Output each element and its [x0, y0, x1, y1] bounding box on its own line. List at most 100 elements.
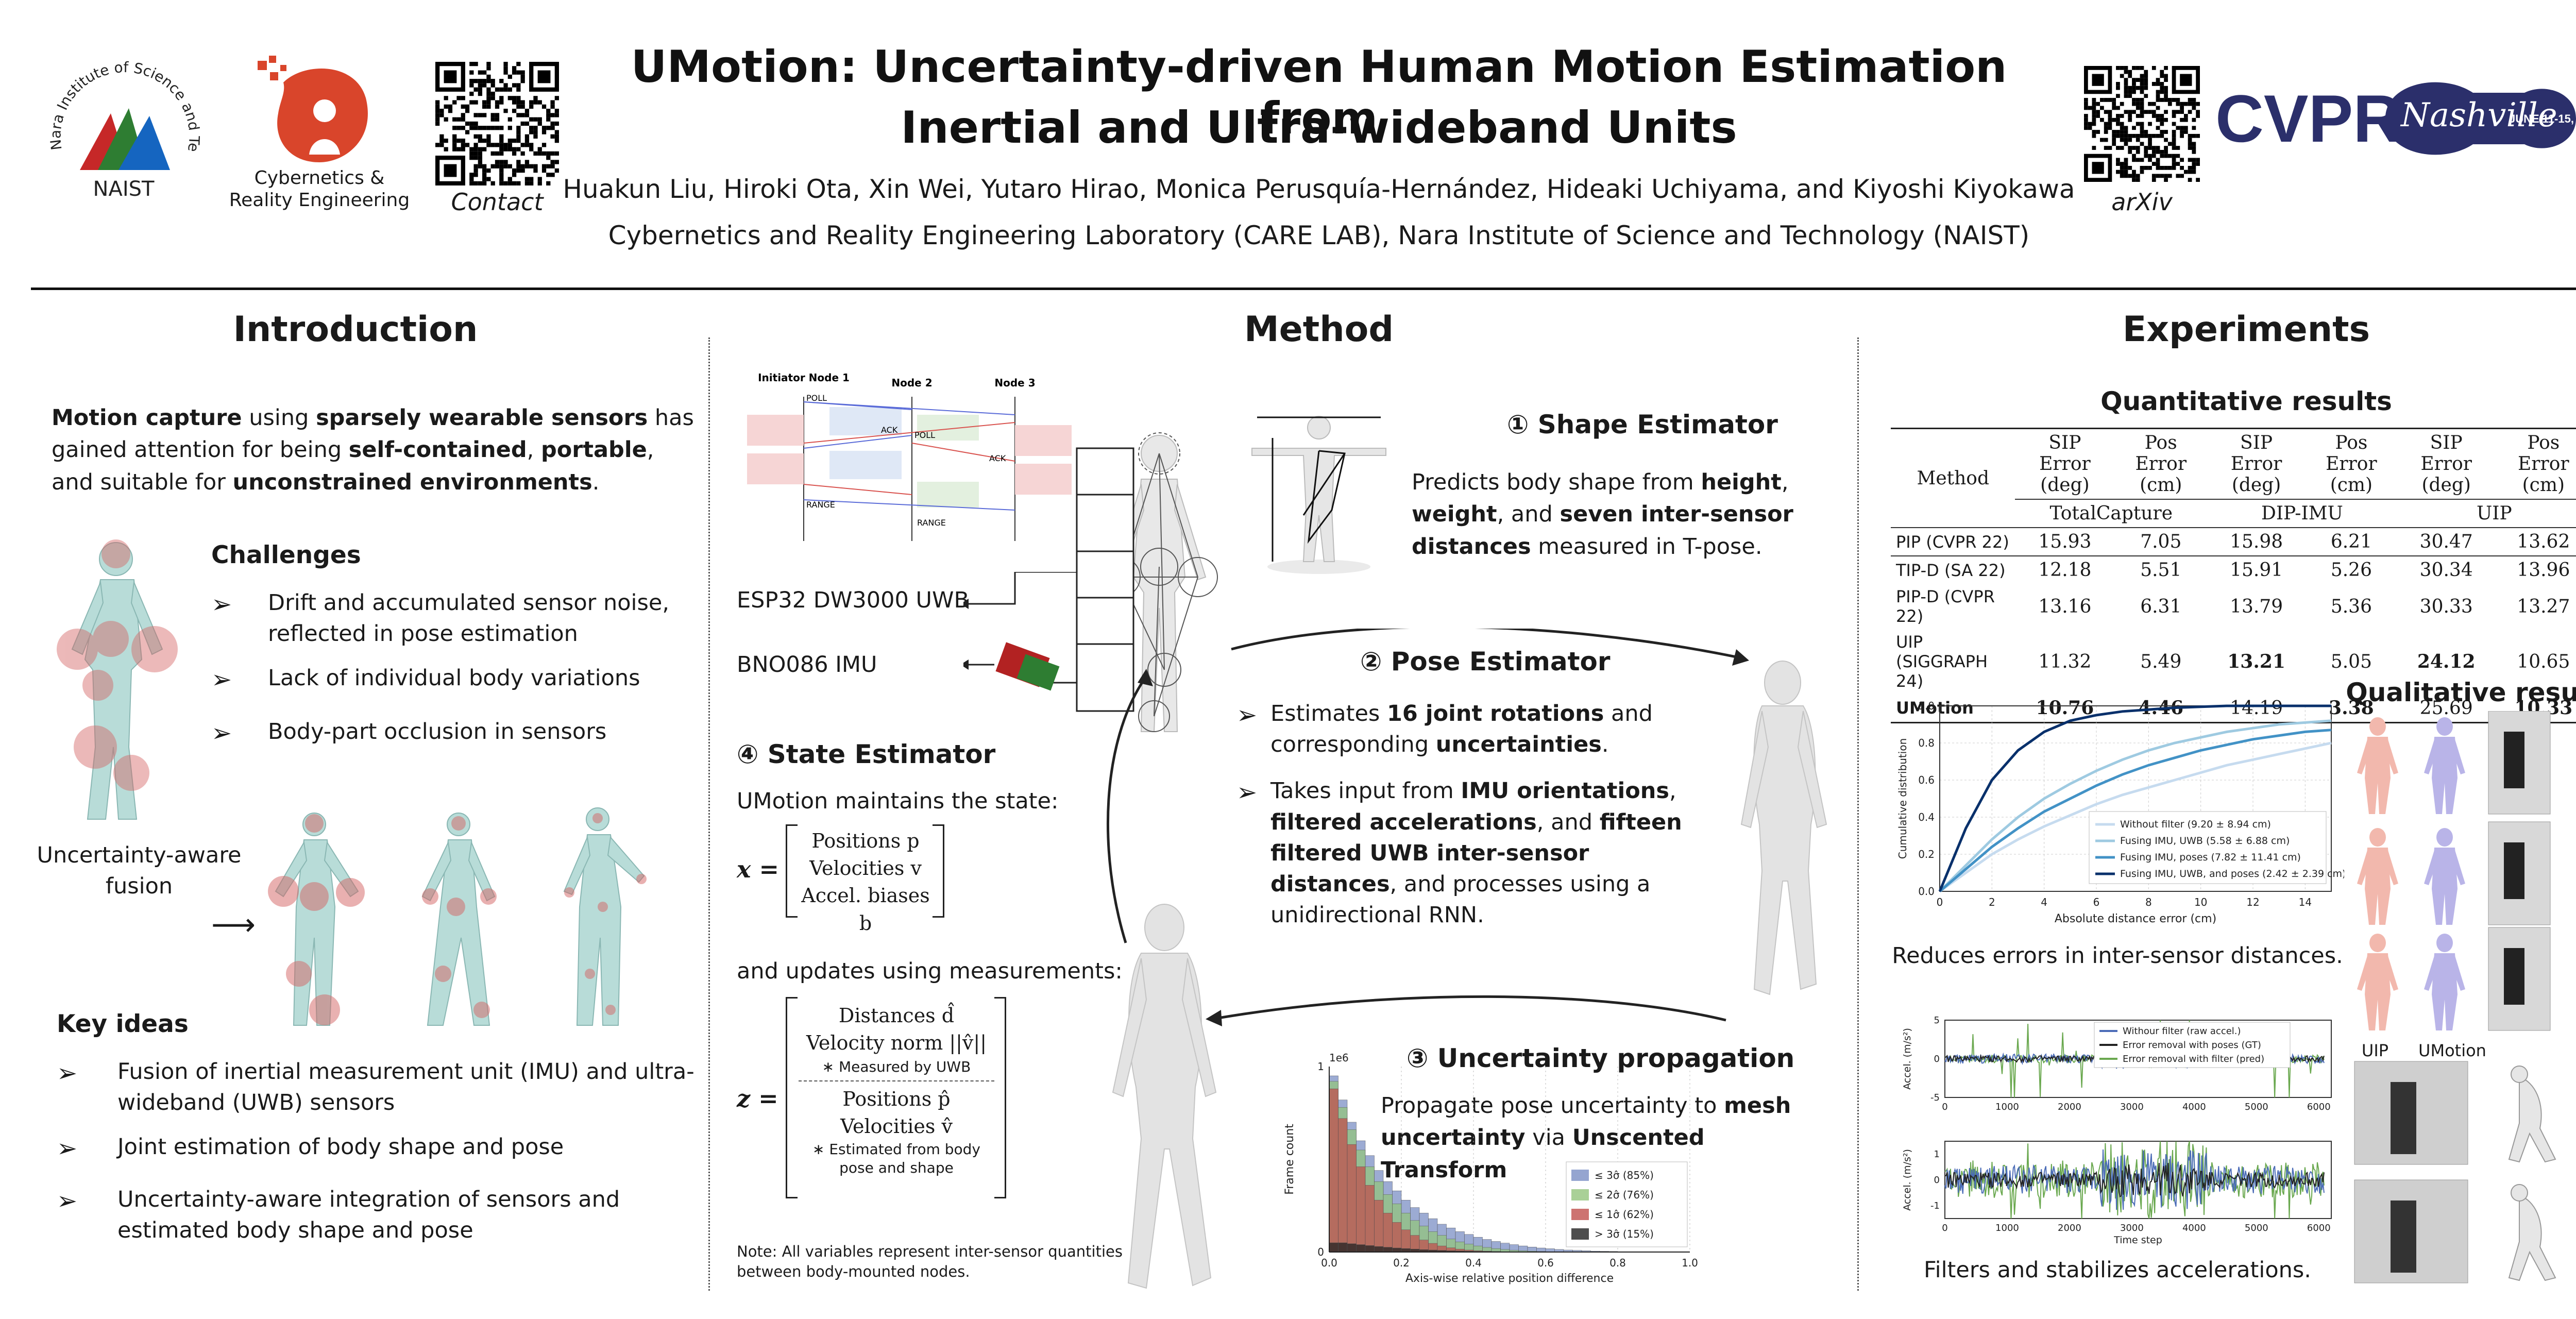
uip-result-figure — [2385, 956, 2398, 991]
z-row: Positions p̂ — [842, 1087, 951, 1110]
value-cell: 10.65 — [2517, 651, 2570, 672]
qr-code-icon — [435, 62, 559, 185]
state-vector-x: x = Positions p Velocities v Accel. bias… — [737, 824, 1025, 935]
uip-result-figure — [2357, 956, 2370, 991]
table-row: PIP-D (CVPR 22) 13.16 6.31 13.79 5.36 30.33 13… — [1891, 584, 2576, 629]
value-cell: 13.21 — [2227, 651, 2285, 672]
shape-text-run: height — [1701, 469, 1782, 495]
arrow-bullet-icon: ➢ — [57, 1059, 78, 1088]
accel-series-line — [1944, 1149, 2325, 1210]
x-tick-label: 0 — [1942, 1223, 1947, 1233]
uwb-col-label: Initiator Node 1 — [758, 371, 850, 384]
poster-title-line1: UMotion: Uncertainty-driven Human Motion… — [631, 41, 2007, 144]
pose-text-run: filtered accelerations — [1270, 809, 1537, 835]
x-tick-label: 1000 — [1995, 1223, 2019, 1233]
pose-text-run: Takes input from — [1270, 778, 1461, 804]
uncertain-body-graphic — [57, 539, 178, 820]
pose-text-run: 16 joint rotations — [1387, 701, 1604, 726]
plot-frame — [1944, 1141, 2332, 1219]
cdf-caption: Reduces errors in inter-sensor distances… — [1892, 943, 2343, 969]
x-variable: x = — [737, 855, 779, 883]
reference-person — [2504, 842, 2524, 899]
x-tick-label: 0.2 — [1393, 1257, 1410, 1269]
propagation-text-run: Propagate pose uncertainty to — [1381, 1093, 1724, 1119]
qr-code-icon — [2084, 66, 2200, 182]
column-header: SIP Error (deg) — [2207, 428, 2306, 499]
cvpr-text: CVPR — [2215, 81, 2401, 156]
imu-hardware-label: BNO086 IMU — [737, 652, 877, 678]
cdf-chart-wrap: 0 2 4 6 8 10 12 14 0.0 0.2 0.4 0.6 0.8 1.0 Absolute di… — [1891, 690, 2346, 933]
umotion-result-figure — [2432, 953, 2458, 1030]
pose-text-run: uncertainties — [1435, 732, 1602, 758]
arxiv-qr[interactable] — [2084, 66, 2200, 182]
histogram-bar — [1392, 1222, 1402, 1253]
y-tick-label: 0.2 — [1918, 848, 1935, 860]
author-list: Huakun Liu, Hiroki Ota, Xin Wei, Yutaro … — [563, 174, 2075, 204]
x-tick-label: 5000 — [2245, 1102, 2268, 1112]
x-tick-label: 4 — [2041, 896, 2047, 908]
value-cell: 13.27 — [2517, 596, 2570, 617]
umotion-result-figure — [2452, 956, 2465, 991]
accel-chart-bottom: 0 1000 2000 3000 4000 5000 6000 -1 0 1 Time step Ac… — [1902, 1141, 2332, 1246]
x-axis-label: Time step — [2113, 1235, 2162, 1246]
scene-person — [2391, 1082, 2416, 1154]
legend-label: Error removal with filter (pred) — [2123, 1054, 2264, 1064]
legend-label: Withour filter (raw accel.) — [2123, 1026, 2241, 1037]
histogram-bar — [1338, 1242, 1348, 1253]
state-estimator-title: ④ State Estimator — [737, 739, 996, 769]
care-logo: Cybernetics & Reality Engineering — [227, 52, 412, 211]
x-tick-label: 6 — [2093, 896, 2100, 908]
qualitative-title: Qualitative results — [2346, 678, 2576, 707]
value-cell: 24.12 — [2417, 651, 2476, 672]
z-row: Distances d̂ — [838, 1004, 955, 1027]
histogram-bar — [1329, 1242, 1338, 1253]
uwb-msg: RANGE — [806, 500, 835, 510]
skeleton-graphic — [1076, 432, 1218, 732]
x-row: Positions p — [811, 830, 920, 852]
x-tick-label: 0.6 — [1537, 1257, 1554, 1269]
shape-text-run: weight — [1412, 501, 1497, 528]
value-cell: 12.18 — [2015, 555, 2115, 584]
list-item: ➢ Joint estimation of body shape and pos… — [57, 1131, 696, 1166]
introduction-paragraph: Motion capture using sparsely wearable s… — [52, 402, 701, 498]
x-row: Accel. biases b — [801, 884, 930, 935]
x-tick-label: 0.0 — [1321, 1257, 1337, 1269]
uwb-timing-diagram: Initiator Node 1 Node 2 Node 3 POLL ACK … — [747, 366, 1087, 546]
pose-text-run: fifteen filtered UWB inter-sensor distan… — [1270, 809, 1682, 897]
naist-logo-graphic: Nara Institute of Science and Technology… — [37, 33, 203, 201]
pose-text-run: and corresponding — [1270, 701, 1653, 758]
cvpr-date: JUNE 11-15, 2025 — [2509, 112, 2576, 125]
umotion-result-figure — [2424, 739, 2437, 774]
arrow-bullet-icon: ➢ — [211, 665, 232, 695]
histogram-bar — [1365, 1245, 1375, 1253]
histogram-bar — [1347, 1144, 1357, 1253]
propagation-text-run: mesh uncertainty — [1381, 1093, 1791, 1151]
skeleton-node-figure — [1072, 422, 1267, 752]
fusion-body-figures — [247, 804, 690, 1041]
affiliation: Cybernetics and Reality Engineering Labo… — [608, 221, 2030, 250]
results-table-wrap: Method SIP Error (deg) Pos Error (cm) SI… — [1891, 428, 2576, 723]
qualitative-grid — [2349, 711, 2576, 1309]
contact-qr[interactable] — [435, 62, 559, 185]
accel-series-line — [1944, 1162, 2325, 1198]
mesh-body-graphic — [1112, 904, 1217, 1289]
value-cell: 30.47 — [2397, 527, 2496, 556]
measurement-vector-z: z = Distances d̂ Velocity norm ||v̂|| ∗ … — [737, 997, 1056, 1203]
x-tick-label: 6000 — [2307, 1102, 2331, 1112]
legend-swatch — [1571, 1228, 1589, 1240]
dataset-row: TotalCapture DIP-IMU UIP — [1891, 499, 2576, 528]
legend-box — [2089, 811, 2327, 884]
value-cell: 6.31 — [2140, 596, 2182, 617]
left-bracket — [786, 997, 798, 1198]
x-tick-label: 10 — [2194, 896, 2207, 908]
z-note: ∗ Estimated from body pose and shape — [812, 1140, 981, 1177]
pose-text-run: , and — [1536, 809, 1600, 835]
x-rows: Positions p Velocities v Accel. biases b — [799, 827, 933, 937]
uip-result-figure — [2365, 848, 2391, 925]
histogram-bar — [1383, 1247, 1393, 1253]
scene-mesh — [2511, 1066, 2528, 1083]
table-row: UIP (SIGGRAPH 24) 11.32 5.49 13.21 5.05 24.12… — [1891, 629, 2576, 694]
challenges-list: ➢ Drift and accumulated sensor noise, re… — [211, 587, 675, 751]
uwb-msg: POLL — [806, 393, 827, 403]
histogram-bar — [1374, 1246, 1384, 1253]
